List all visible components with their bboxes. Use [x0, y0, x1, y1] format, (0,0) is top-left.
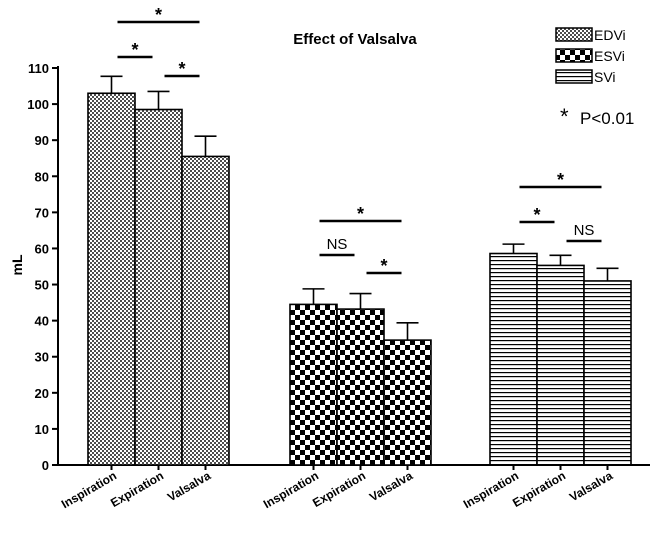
legend-swatch-esvi [555, 48, 593, 63]
y-tick-label: 70 [35, 205, 49, 220]
y-tick-label: 60 [35, 241, 49, 256]
chart-title: Effect of Valsalva [293, 31, 417, 48]
significance-label: * [533, 205, 540, 225]
x-tick-label: Valsalva [367, 468, 415, 504]
legend-swatch-edvi [555, 27, 593, 42]
bar-svi-inspiration [489, 252, 538, 466]
bar-esvi-expiration [336, 308, 385, 466]
bar-svi-expiration [536, 264, 585, 466]
y-tick-label: 100 [27, 97, 49, 112]
bar-edvi-inspiration [87, 92, 136, 466]
legend: EDVi ESVi SVi [555, 27, 626, 85]
bar-svi-valsalva [583, 280, 632, 466]
x-tick-label: Expiration [510, 468, 568, 509]
bar-esvi-valsalva [383, 339, 432, 466]
x-tick-label: Inspiration [59, 468, 119, 511]
legend-label-svi: SVi [594, 69, 616, 85]
y-tick-label: 30 [35, 350, 49, 365]
bar-esvi-inspiration [289, 303, 338, 466]
y-tick-label: 50 [35, 278, 49, 293]
x-tick-label: Inspiration [261, 468, 321, 511]
x-tick-label: Valsalva [567, 468, 615, 504]
significance-label: * [178, 59, 185, 79]
y-tick-label: 90 [35, 133, 49, 148]
significance-label: * [557, 170, 564, 190]
significance-label: * [357, 204, 364, 224]
y-tick-label: 80 [35, 169, 49, 184]
significance-label: * [380, 256, 387, 276]
x-tick-label: Valsalva [165, 468, 213, 504]
significance-label: NS [327, 236, 348, 253]
y-tick-label: 0 [42, 458, 49, 473]
y-tick-label: 110 [28, 61, 49, 76]
y-tick-label: 20 [35, 386, 49, 401]
significance-label: * [155, 5, 162, 25]
y-axis-label: mL [9, 254, 25, 275]
bar-edvi-expiration [134, 108, 183, 466]
legend-label-esvi: ESVi [594, 48, 625, 64]
x-tick-label: Expiration [310, 468, 368, 509]
significance-label: NS [574, 222, 595, 239]
legend-label-edvi: EDVi [594, 27, 626, 43]
significance-note-text: P<0.01 [580, 109, 634, 128]
x-tick-label: Inspiration [461, 468, 521, 511]
x-tick-label: Expiration [108, 468, 166, 509]
legend-swatch-svi [555, 69, 593, 84]
y-tick-label: 10 [35, 422, 49, 437]
significance-label: * [131, 40, 138, 60]
significance-note: * P<0.01 [560, 104, 634, 129]
significance-annotations: * * * * NS * * * NS [117, 5, 602, 276]
bar-edvi-valsalva [181, 155, 230, 466]
y-tick-label: 40 [35, 314, 49, 329]
significance-note-symbol: * [560, 104, 569, 129]
